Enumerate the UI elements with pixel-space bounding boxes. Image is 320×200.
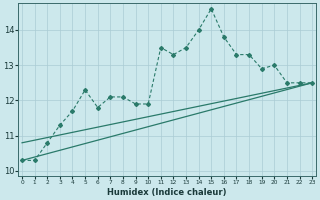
X-axis label: Humidex (Indice chaleur): Humidex (Indice chaleur) xyxy=(107,188,227,197)
